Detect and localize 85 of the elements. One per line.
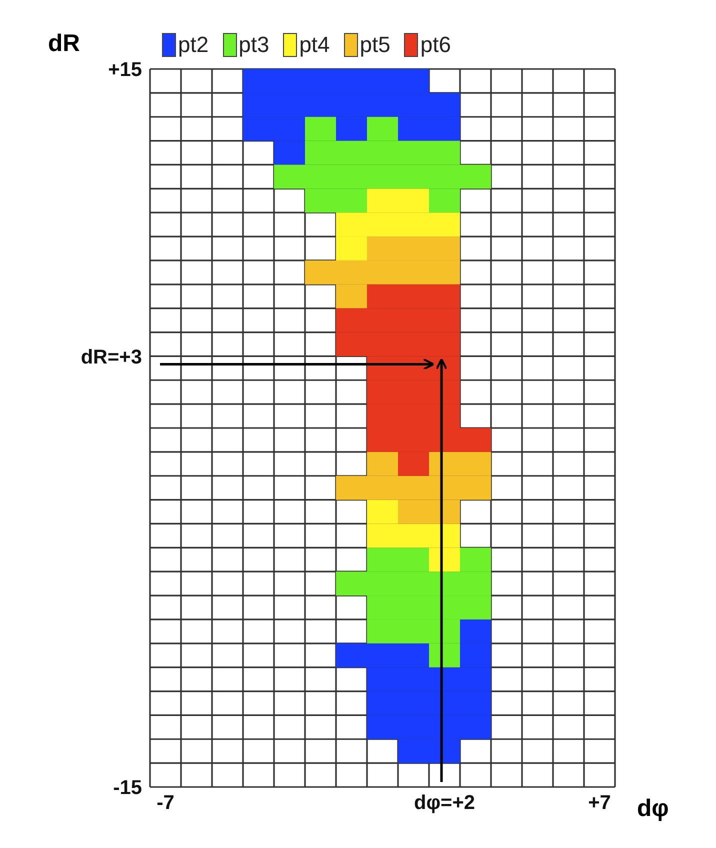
y-axis-title: dR <box>48 30 80 58</box>
point <box>336 236 367 260</box>
point <box>367 452 398 476</box>
point <box>429 116 460 141</box>
point <box>367 691 398 716</box>
y-tick-label: +15 <box>108 59 142 82</box>
point <box>429 188 460 213</box>
point <box>460 691 491 716</box>
point <box>367 116 398 141</box>
point <box>398 643 429 668</box>
legend-label: pt5 <box>360 32 390 58</box>
point <box>336 188 367 213</box>
legend-label: pt2 <box>178 32 209 58</box>
point <box>367 619 398 644</box>
point <box>398 452 429 476</box>
point <box>429 140 460 165</box>
point <box>336 116 367 141</box>
point <box>429 308 460 332</box>
point <box>243 116 274 141</box>
point <box>398 739 429 764</box>
point <box>429 500 460 524</box>
point <box>305 260 336 284</box>
point <box>429 619 460 644</box>
point <box>429 260 460 284</box>
point <box>429 524 460 548</box>
point <box>243 69 274 93</box>
point <box>398 69 429 93</box>
point <box>460 643 491 668</box>
y-tick-label: -15 <box>113 777 142 800</box>
point <box>429 643 460 668</box>
point <box>429 452 460 476</box>
point <box>460 164 491 189</box>
point <box>429 212 460 237</box>
point <box>336 332 367 356</box>
legend-label: pt6 <box>420 32 451 58</box>
point <box>429 284 460 308</box>
point <box>336 643 367 668</box>
point <box>460 596 491 620</box>
point <box>398 500 429 524</box>
point <box>460 476 491 500</box>
point <box>460 715 491 740</box>
legend-label: pt3 <box>238 32 270 58</box>
point <box>367 236 398 260</box>
x-axis-title: dφ <box>637 795 669 823</box>
point <box>429 548 460 572</box>
point <box>460 548 491 572</box>
point <box>336 476 367 500</box>
point <box>429 332 460 356</box>
legend-label: pt4 <box>299 32 330 58</box>
point <box>367 500 398 524</box>
point <box>460 452 491 476</box>
point <box>460 619 491 644</box>
y-tick-label: dR=+3 <box>80 346 142 368</box>
point <box>398 548 429 572</box>
x-tick-label: -7 <box>156 792 174 814</box>
point <box>274 164 305 189</box>
point <box>367 284 398 308</box>
point <box>367 596 398 620</box>
point <box>336 284 367 308</box>
point <box>429 739 460 764</box>
point <box>367 524 398 548</box>
point <box>367 380 398 404</box>
point <box>305 140 336 165</box>
point <box>429 236 460 260</box>
point <box>305 188 336 213</box>
point <box>460 428 491 452</box>
point <box>367 667 398 692</box>
point <box>398 116 429 141</box>
point <box>274 140 305 165</box>
point <box>336 572 367 596</box>
point <box>367 188 398 213</box>
point <box>398 188 429 213</box>
point <box>336 308 367 332</box>
point <box>367 715 398 740</box>
point <box>243 92 274 117</box>
point <box>429 380 460 404</box>
point <box>367 548 398 572</box>
point <box>274 116 305 141</box>
point <box>460 572 491 596</box>
point <box>460 667 491 692</box>
point <box>336 212 367 237</box>
x-tick-label: +7 <box>588 792 611 814</box>
x-tick-label: dφ=+2 <box>414 792 476 814</box>
point <box>429 92 460 117</box>
point <box>305 116 336 141</box>
